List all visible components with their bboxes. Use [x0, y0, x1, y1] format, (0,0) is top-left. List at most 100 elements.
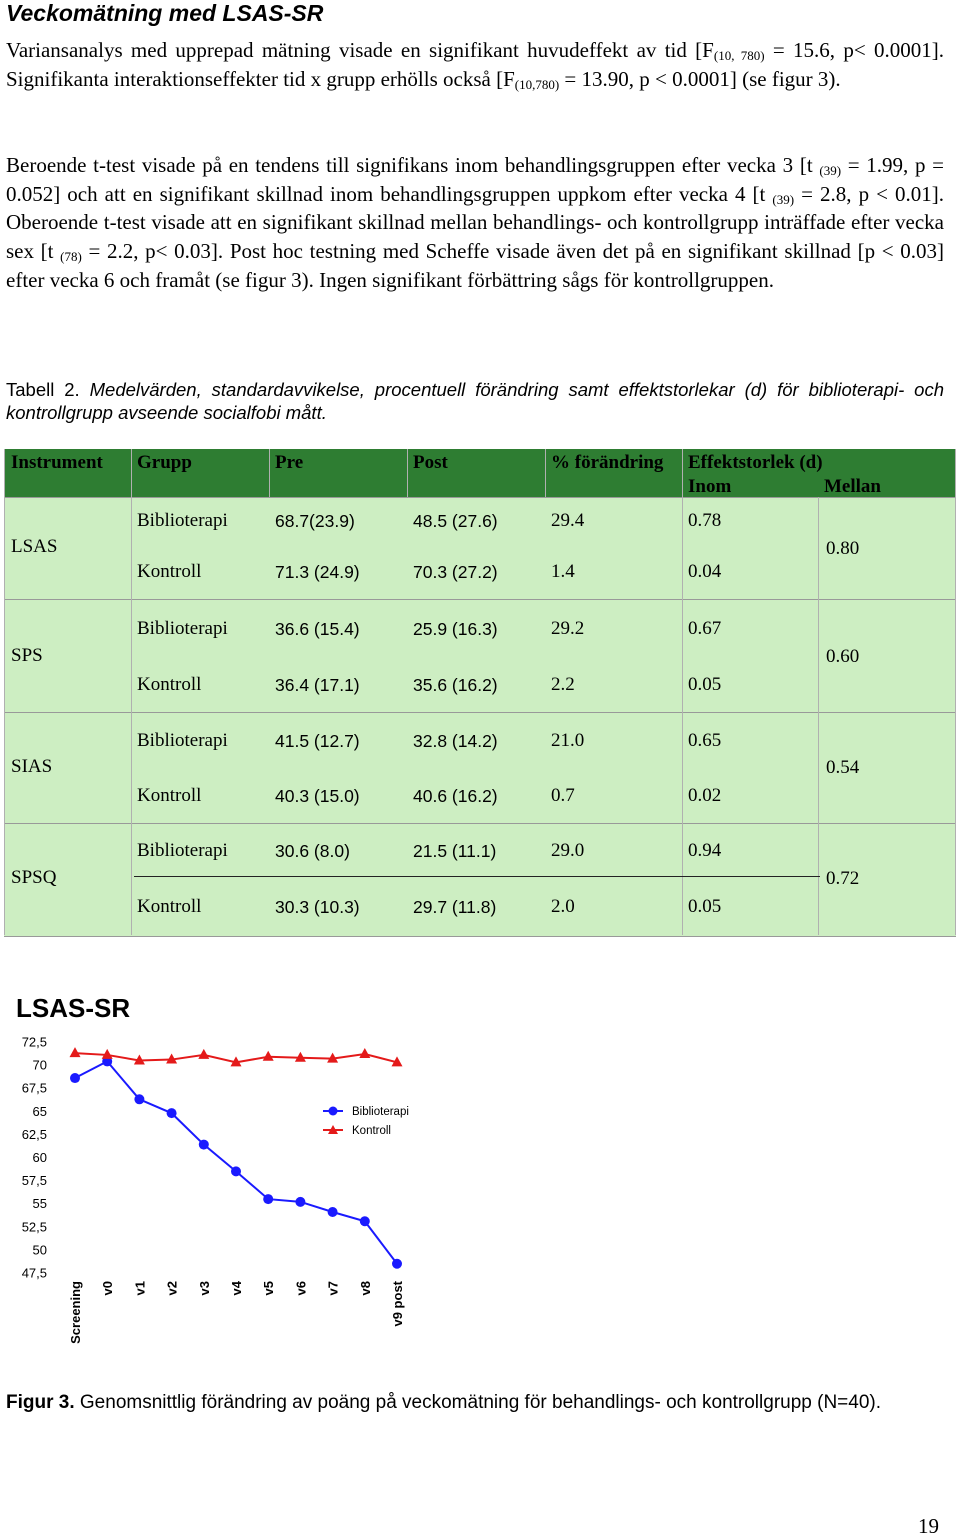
mellan-value: 0.60 [826, 646, 860, 667]
x-tick-label: v8 [358, 1281, 373, 1295]
lsas-sr-line-chart: LSAS-SR 72,5 70 67,5 65 62,5 60 57,5 55 52,5 50 47… [16, 993, 409, 1344]
mellan-value: 0.54 [826, 757, 860, 778]
page-number: 19 [918, 1514, 939, 1538]
post-value: 35.6 (16.2) [413, 675, 498, 695]
inom-value: 0.05 [688, 674, 722, 695]
pre-value: 41.5 (12.7) [275, 731, 360, 751]
x-tick-label: v2 [165, 1281, 180, 1295]
inom-value: 0.04 [688, 561, 722, 582]
group-label: Kontroll [137, 561, 202, 582]
post-value: 48.5 (27.6) [413, 511, 498, 531]
para1-text-2: = 15.6, p< 0.0001]. Signifikanta interak… [6, 38, 944, 91]
data-point-biblioterapi [327, 1207, 338, 1218]
results-table: Instrument Grupp Pre Post % förändring E… [4, 449, 956, 937]
instrument-label: SIAS [11, 756, 53, 777]
post-value: 25.9 (16.3) [413, 619, 498, 639]
y-tick-label: 67,5 [22, 1081, 47, 1096]
col-divider [545, 449, 546, 497]
chart-title: LSAS-SR [16, 993, 130, 1023]
change-value: 2.0 [551, 896, 575, 917]
x-tick-label: v5 [261, 1281, 276, 1295]
data-point-kontroll [359, 1048, 371, 1059]
post-value: 21.5 (11.1) [413, 841, 497, 861]
data-point-kontroll [327, 1052, 339, 1063]
change-value: 1.4 [551, 561, 575, 582]
legend-marker-biblioterapi [328, 1106, 338, 1116]
header-instrument: Instrument [11, 452, 103, 473]
header-mellan: Mellan [824, 476, 881, 497]
group-label: Biblioterapi [137, 510, 228, 531]
change-value: 2.2 [551, 674, 575, 695]
data-point-kontroll [166, 1053, 178, 1064]
x-axis-ticks: Screening v0 v1 v2 v3 v4 v5 v6 v7 v8 v9 post [68, 1280, 405, 1344]
col-divider [269, 449, 270, 497]
pre-value: 68.7(23.9) [275, 511, 355, 531]
change-value: 29.4 [551, 510, 585, 531]
data-point-kontroll [262, 1050, 274, 1061]
data-point-biblioterapi [295, 1196, 306, 1207]
data-point-kontroll [391, 1056, 403, 1067]
row-band-sps [4, 599, 956, 713]
y-tick-label: 65 [33, 1104, 47, 1119]
post-value: 32.8 (14.2) [413, 731, 498, 751]
paragraph-anova: Variansanalys med upprepad mätning visad… [6, 36, 944, 93]
legend-label-kontroll: Kontroll [352, 1125, 391, 1137]
x-tick-label: v0 [100, 1281, 115, 1295]
header-effect: Effektstorlek (d) [688, 452, 823, 473]
header-inom: Inom [688, 476, 732, 497]
y-tick-label: 57,5 [22, 1173, 47, 1188]
instrument-label: SPS [11, 645, 43, 666]
y-tick-label: 62,5 [22, 1127, 47, 1142]
para1-text-1: Variansanalys med upprepad mätning visad… [6, 38, 714, 62]
para2-sub-1: (39) [819, 163, 842, 178]
figure-caption: Figur 3. Genomsnittlig förändring av poä… [6, 1390, 944, 1415]
pre-value: 40.3 (15.0) [275, 786, 360, 806]
x-tick-label: Screening [68, 1281, 83, 1344]
col-divider [818, 497, 819, 935]
legend-label-biblioterapi: Biblioterapi [352, 1106, 409, 1118]
figure-caption-text: Genomsnittlig förändring av poäng på vec… [74, 1392, 882, 1413]
inom-value: 0.65 [688, 730, 722, 751]
y-tick-label: 70 [33, 1058, 47, 1073]
pre-value: 30.6 (8.0) [275, 841, 350, 861]
change-value: 21.0 [551, 730, 585, 751]
data-point-biblioterapi [231, 1166, 241, 1177]
pre-value: 71.3 (24.9) [275, 562, 360, 582]
y-tick-label: 55 [33, 1196, 47, 1211]
group-label: Kontroll [137, 896, 202, 917]
change-value: 0.7 [551, 785, 575, 806]
inom-value: 0.78 [688, 510, 722, 531]
table-caption-text: Medelvärden, standardavvikelse, procentu… [6, 379, 945, 423]
para2-text-2: = 1.99, p = 0.052] och att en signifikan… [6, 153, 945, 206]
x-tick-label: v7 [326, 1281, 341, 1295]
data-point-biblioterapi [198, 1139, 209, 1150]
group-label: Biblioterapi [137, 618, 228, 639]
x-tick-label: v6 [293, 1281, 308, 1295]
data-point-kontroll [294, 1051, 306, 1062]
col-divider [131, 449, 132, 935]
header-change: % förändring [551, 452, 664, 473]
header-post: Post [413, 452, 448, 473]
instrument-label: LSAS [11, 536, 58, 557]
y-tick-label: 52,5 [22, 1219, 47, 1234]
table-caption-label: Tabell 2. [6, 379, 80, 400]
row-separator [134, 876, 820, 877]
post-value: 70.3 (27.2) [413, 562, 498, 582]
x-tick-label: v1 [132, 1281, 147, 1295]
x-tick-label: v9 post [390, 1280, 405, 1326]
row-band-spsq [4, 823, 956, 937]
header-pre: Pre [275, 452, 304, 473]
para1-text-3: = 13.90, p < 0.0001] (se figur 3). [559, 66, 841, 91]
inom-value: 0.05 [688, 896, 722, 917]
col-divider [682, 449, 683, 935]
y-tick-label: 47,5 [22, 1266, 47, 1281]
data-point-kontroll [230, 1056, 242, 1067]
para2-sub-3: (78) [60, 249, 82, 265]
data-point-biblioterapi [263, 1194, 274, 1205]
chart-legend: Biblioterapi Kontroll [323, 1106, 409, 1137]
para2-text-3: = 2.8, p < 0.01]. Oberoende t-test visad… [6, 181, 945, 264]
data-point-biblioterapi [166, 1108, 177, 1119]
mellan-value: 0.72 [826, 868, 860, 889]
post-value: 29.7 (11.8) [413, 897, 497, 917]
para1-sub-1: (10, 780) [713, 48, 765, 63]
